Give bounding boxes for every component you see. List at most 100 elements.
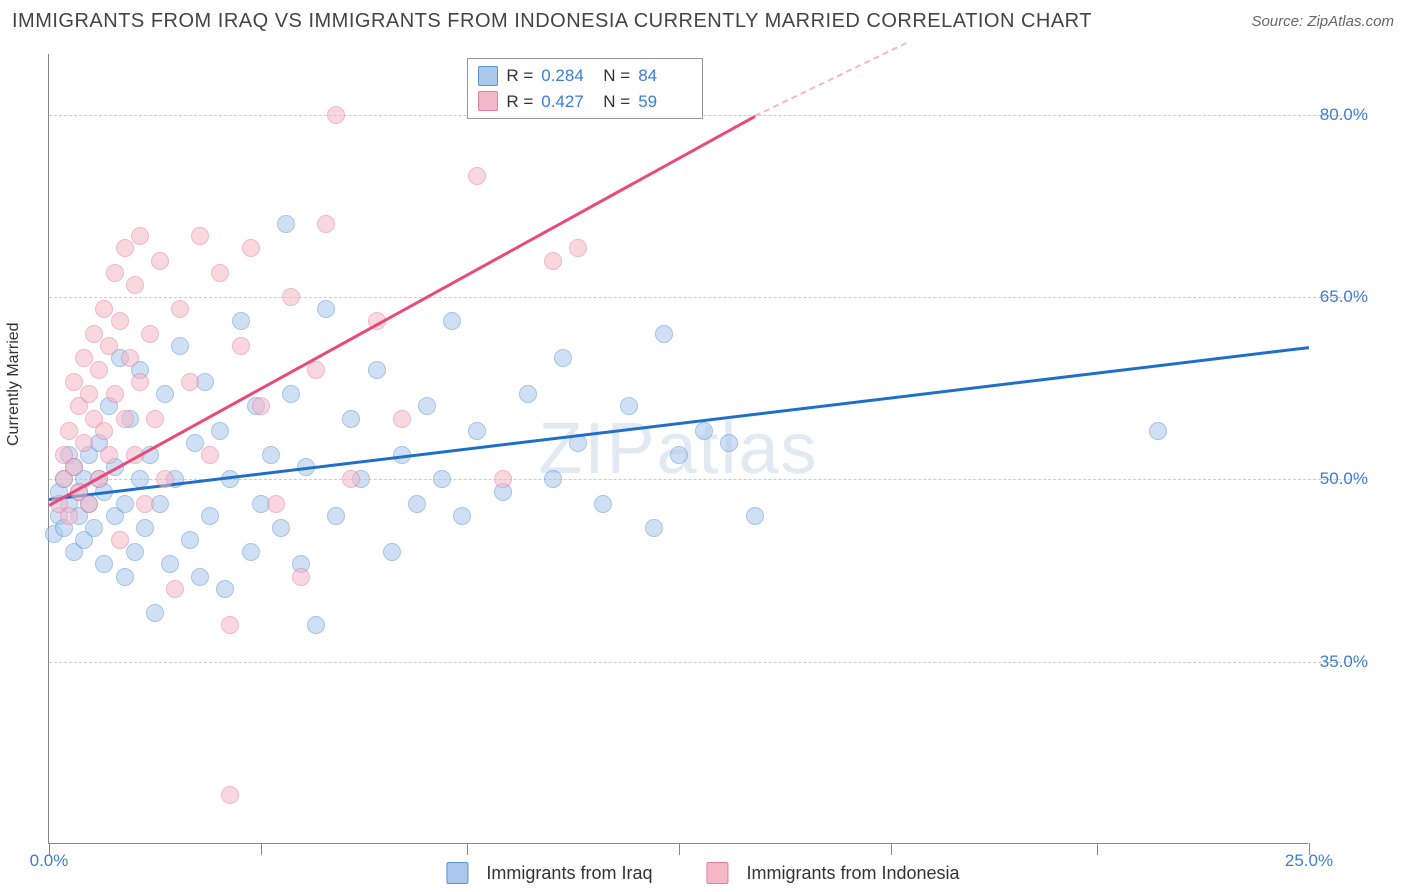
data-point [85, 325, 103, 343]
data-point [453, 507, 471, 525]
data-point [166, 580, 184, 598]
data-point [620, 397, 638, 415]
data-point [136, 519, 154, 537]
data-point [221, 616, 239, 634]
data-point [95, 300, 113, 318]
data-point [80, 495, 98, 513]
data-point [126, 543, 144, 561]
data-point [106, 264, 124, 282]
x-tick [467, 843, 468, 855]
data-point [131, 227, 149, 245]
legend-row: R =0.427N =59 [478, 89, 692, 115]
data-point [594, 495, 612, 513]
data-point [111, 531, 129, 549]
data-point [95, 555, 113, 573]
data-point [75, 434, 93, 452]
legend-swatch [478, 91, 498, 111]
r-label: R = [506, 63, 533, 89]
data-point [242, 543, 260, 561]
data-point [221, 786, 239, 804]
data-point [232, 337, 250, 355]
x-tick [891, 843, 892, 855]
n-value: 59 [638, 89, 692, 115]
legend-row: R = 0.284 N = 84 [478, 63, 692, 89]
data-point [272, 519, 290, 537]
data-point [136, 495, 154, 513]
data-point [90, 361, 108, 379]
data-point [368, 361, 386, 379]
data-point [126, 276, 144, 294]
data-point [211, 264, 229, 282]
data-point [242, 239, 260, 257]
data-point [327, 507, 345, 525]
data-point [80, 385, 98, 403]
data-point [156, 385, 174, 403]
chart-title: IMMIGRANTS FROM IRAQ VS IMMIGRANTS FROM … [12, 10, 1092, 33]
x-tick [679, 843, 680, 855]
data-point [141, 325, 159, 343]
data-point [746, 507, 764, 525]
legend-swatch [478, 66, 498, 86]
legend-label-iraq: Immigrants from Iraq [486, 863, 652, 884]
data-point [695, 422, 713, 440]
data-point [116, 568, 134, 586]
data-point [544, 252, 562, 270]
data-point [267, 495, 285, 513]
data-point [191, 227, 209, 245]
n-value: 84 [638, 63, 692, 89]
data-point [645, 519, 663, 537]
y-tick-label: 50.0% [1320, 469, 1368, 489]
data-point [277, 215, 295, 233]
x-tick [261, 843, 262, 855]
data-point [181, 373, 199, 391]
r-value: 0.284 [541, 63, 595, 89]
data-point [327, 106, 345, 124]
data-point [156, 470, 174, 488]
y-tick-label: 35.0% [1320, 652, 1368, 672]
data-point [116, 410, 134, 428]
data-point [720, 434, 738, 452]
data-point [292, 568, 310, 586]
data-point [1149, 422, 1167, 440]
scatter-plot-area: ZIPatlas 35.0%50.0%65.0%80.0%0.0%25.0%R … [48, 54, 1308, 844]
x-tick-label: 0.0% [30, 851, 69, 871]
data-point [443, 312, 461, 330]
data-point [106, 385, 124, 403]
y-tick-label: 80.0% [1320, 105, 1368, 125]
data-point [418, 397, 436, 415]
data-point [111, 312, 129, 330]
data-point [317, 215, 335, 233]
data-point [95, 422, 113, 440]
data-point [317, 300, 335, 318]
data-point [100, 446, 118, 464]
x-tick-label: 25.0% [1285, 851, 1333, 871]
data-point [670, 446, 688, 464]
r-value: 0.427 [541, 89, 595, 115]
data-point [151, 252, 169, 270]
data-point [201, 507, 219, 525]
data-point [161, 555, 179, 573]
data-point [342, 410, 360, 428]
data-point [100, 337, 118, 355]
data-point [468, 167, 486, 185]
data-point [544, 470, 562, 488]
n-label: N = [603, 63, 630, 89]
data-point [216, 580, 234, 598]
data-point [342, 470, 360, 488]
y-axis-label: Currently Married [5, 322, 23, 446]
data-point [468, 422, 486, 440]
data-point [211, 422, 229, 440]
correlation-legend: R = 0.284 N = 84R = 0.427 N = 59 [467, 58, 703, 119]
legend-swatch-indonesia [706, 862, 728, 884]
trend-line-dashed [754, 42, 906, 117]
bottom-legend: Immigrants from Iraq Immigrants from Ind… [446, 862, 959, 884]
data-point [383, 543, 401, 561]
n-label: N = [603, 89, 630, 115]
data-point [232, 312, 250, 330]
gridline-h [49, 662, 1356, 663]
gridline-h [49, 479, 1356, 480]
data-point [146, 604, 164, 622]
data-point [181, 531, 199, 549]
source-label: Source: ZipAtlas.com [1251, 13, 1394, 30]
data-point [186, 434, 204, 452]
